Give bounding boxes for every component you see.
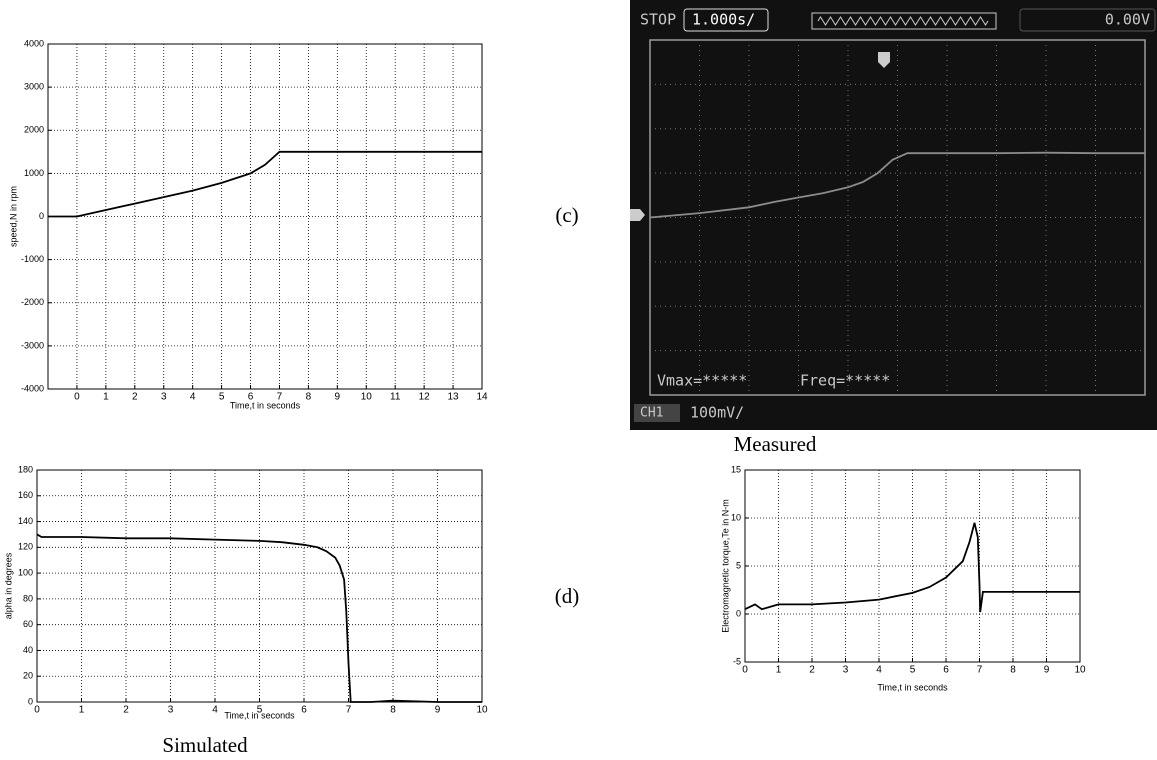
y-axis-label: speed,N in rpm <box>8 186 18 247</box>
scope-text: Freq=***** <box>800 372 890 390</box>
x-tick-label: 2 <box>132 392 138 403</box>
x-tick-label: 2 <box>123 705 129 716</box>
x-tick-label: 4 <box>212 705 218 716</box>
y-tick-label: 2000 <box>24 125 44 135</box>
y-tick-label: 0 <box>39 211 44 221</box>
figure: (c) (d) -4000-3000-2000-1000010002000300… <box>0 0 1157 760</box>
x-tick-label: 8 <box>390 705 396 716</box>
x-tick-label: 9 <box>1044 665 1050 676</box>
x-tick-label: 5 <box>219 392 225 403</box>
scope-screen <box>630 0 1157 430</box>
x-tick-label: 3 <box>161 392 167 403</box>
y-tick-label: 140 <box>18 516 33 526</box>
y-tick-label: 0 <box>28 696 33 706</box>
x-axis-label: Time,t in seconds <box>877 682 948 692</box>
x-tick-label: 10 <box>361 392 373 403</box>
y-tick-label: 4000 <box>24 38 44 48</box>
y-tick-label: -5 <box>733 656 741 666</box>
y-tick-label: 3000 <box>24 82 44 92</box>
y-tick-label: -2000 <box>21 297 44 307</box>
panel-label: (d) <box>555 584 580 608</box>
y-tick-label: -3000 <box>21 340 44 350</box>
caption: Measured <box>734 432 817 456</box>
x-tick-label: 8 <box>1010 665 1016 676</box>
y-tick-label: 80 <box>23 593 33 603</box>
x-tick-label: 0 <box>74 392 80 403</box>
panel-label: (c) <box>555 203 578 227</box>
y-tick-label: -4000 <box>21 383 44 393</box>
x-tick-label: 13 <box>448 392 460 403</box>
x-tick-label: 14 <box>476 392 488 403</box>
x-tick-label: 4 <box>190 392 196 403</box>
x-axis-label: Time,t in seconds <box>230 400 301 410</box>
x-tick-label: 3 <box>843 665 849 676</box>
x-tick-label: 2 <box>809 665 815 676</box>
scope-text: 0.00V <box>1105 11 1150 29</box>
x-tick-label: 9 <box>335 392 341 403</box>
scope-text: 1.000s/ <box>692 11 755 29</box>
scope-text: 100mV/ <box>690 404 744 422</box>
x-tick-label: 4 <box>876 665 882 676</box>
x-tick-label: 1 <box>776 665 782 676</box>
x-tick-label: 12 <box>419 392 431 403</box>
y-axis-label: alpha in degrees <box>3 552 13 619</box>
caption: Simulated <box>162 733 248 757</box>
y-axis-label: Electromagnetic torque,Te in N-m <box>720 499 730 633</box>
x-tick-label: 11 <box>390 392 401 403</box>
x-tick-label: 9 <box>435 705 441 716</box>
y-tick-label: 60 <box>23 619 33 629</box>
y-tick-label: 100 <box>18 567 33 577</box>
y-tick-label: 160 <box>18 490 33 500</box>
y-tick-label: 10 <box>731 512 741 522</box>
x-tick-label: 6 <box>943 665 949 676</box>
y-tick-label: 0 <box>736 608 741 618</box>
x-tick-label: 3 <box>168 705 174 716</box>
y-tick-label: 120 <box>18 542 33 552</box>
scope-text: Vmax=***** <box>657 372 747 390</box>
x-tick-label: 0 <box>34 705 40 716</box>
x-tick-label: 7 <box>346 705 352 716</box>
scope-text: CH1 <box>640 406 663 421</box>
x-tick-label: 1 <box>103 392 109 403</box>
plot-frame <box>37 470 482 702</box>
y-tick-label: 40 <box>23 645 33 655</box>
y-tick-label: 180 <box>18 464 33 474</box>
x-tick-label: 10 <box>476 705 488 716</box>
y-tick-label: 20 <box>23 671 33 681</box>
x-tick-label: 7 <box>977 665 983 676</box>
x-tick-label: 5 <box>910 665 916 676</box>
y-tick-label: 1000 <box>24 168 44 178</box>
y-tick-label: 15 <box>731 464 741 474</box>
y-tick-label: 5 <box>736 560 741 570</box>
x-tick-label: 10 <box>1074 665 1086 676</box>
x-tick-label: 6 <box>301 705 307 716</box>
y-tick-label: -1000 <box>21 254 44 264</box>
scope-text: STOP <box>640 11 676 29</box>
x-tick-label: 0 <box>742 665 748 676</box>
x-tick-label: 8 <box>306 392 312 403</box>
x-tick-label: 1 <box>79 705 85 716</box>
x-axis-label: Time,t in seconds <box>224 710 295 720</box>
